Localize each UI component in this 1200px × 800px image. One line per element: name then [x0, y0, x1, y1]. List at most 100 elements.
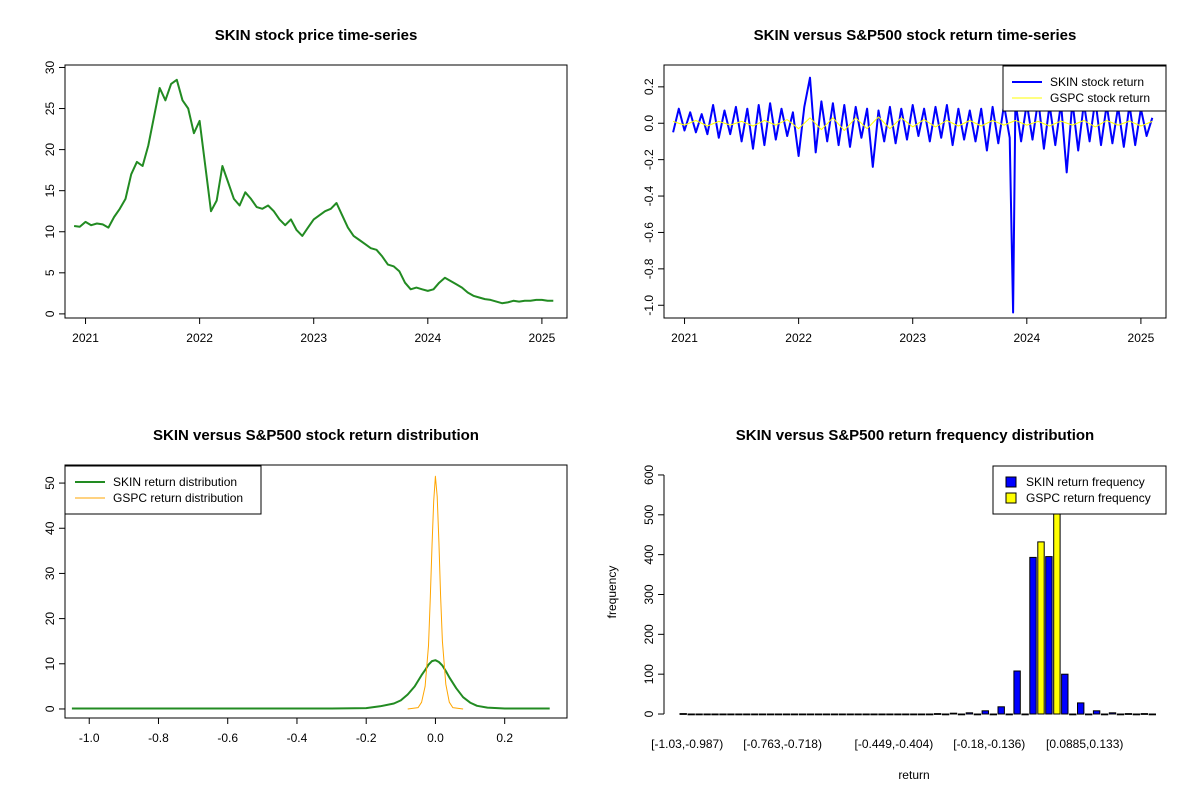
density-legend-label-gspc: GSPC return distribution [113, 491, 243, 505]
y-tick-label: 300 [642, 584, 656, 604]
gspc-frequency-bar [687, 713, 695, 716]
x-tick-label: 2021 [671, 331, 698, 345]
density-legend: SKIN return distribution GSPC return dis… [64, 465, 262, 515]
skin-frequency-bar [774, 713, 783, 716]
y-tick-label: 30 [43, 60, 57, 74]
y-tick-label: 10 [43, 225, 57, 239]
returns-x-axis: 2021 2022 2023 2024 2025 [671, 317, 1155, 345]
histogram-y-axis-label: frequency [605, 566, 619, 619]
skin-frequency-bar [790, 713, 799, 716]
price-chart-panel: SKIN stock price time-series 2021 2022 202… [43, 27, 568, 345]
y-tick-label: -0.8 [642, 258, 656, 279]
skin-frequency-bar [806, 713, 815, 716]
skin-frequency-bar [965, 712, 974, 715]
x-tick-label: 2023 [300, 331, 327, 345]
skin-frequency-bar [1061, 673, 1069, 715]
gspc-frequency-bar [782, 713, 791, 716]
density-y-axis: 0 10 20 30 40 50 [43, 476, 66, 712]
returns-series-group [672, 76, 1154, 314]
x-tick-label: 0.2 [496, 731, 513, 745]
x-tick-label: -1.0 [79, 731, 100, 745]
gspc-frequency-bar [767, 713, 775, 716]
gspc-frequency-bar [1037, 541, 1045, 715]
skin-frequency-bar [822, 713, 830, 716]
skin-frequency-bar [918, 713, 926, 716]
x-tick-label: 2024 [1013, 331, 1040, 345]
y-tick-label: 20 [43, 143, 57, 157]
x-tick-label: 2021 [72, 331, 99, 345]
y-tick-label: 0 [642, 710, 656, 717]
y-tick-label: 0 [43, 705, 57, 712]
skin-frequency-bar [711, 713, 719, 716]
gspc-frequency-bar [910, 713, 918, 716]
y-tick-label: -1.0 [642, 295, 656, 316]
y-tick-label: 500 [642, 504, 656, 524]
skin-frequency-bar [997, 706, 1005, 715]
histogram-bars-group [679, 468, 1156, 716]
skin-frequency-bar [854, 713, 862, 716]
gspc-frequency-bar [1148, 713, 1156, 716]
x-category-label: [-0.763,-0.718) [743, 737, 822, 751]
histogram-chart-panel: SKIN versus S&P500 return frequency dist… [605, 427, 1167, 782]
gspc-frequency-bar [878, 713, 886, 716]
histogram-x-axis: [-1.03,-0.987) [-0.763,-0.718) [-0.449,-0.… [651, 737, 1123, 751]
x-tick-label: 2022 [785, 331, 812, 345]
gspc-frequency-bar [846, 713, 854, 716]
histogram-y-axis: 0 100 200 300 400 500 600 [642, 465, 665, 717]
y-tick-label: 30 [43, 566, 57, 580]
histogram-chart-title: SKIN versus S&P500 return frequency dist… [736, 427, 1094, 444]
skin-frequency-bar [981, 710, 989, 715]
gspc-frequency-bar [1132, 713, 1141, 716]
y-tick-label: -0.2 [642, 149, 656, 170]
skin-frequency-bar [1013, 670, 1021, 715]
gspc-frequency-bar [1069, 713, 1077, 716]
gspc-frequency-bar [1100, 713, 1109, 716]
gspc-frequency-bar [735, 713, 743, 716]
histogram-legend: SKIN return frequency GSPC return freque… [992, 465, 1167, 515]
gspc-frequency-bar [862, 713, 870, 716]
gspc-frequency-bar [830, 713, 838, 716]
gspc-density-curve [407, 475, 464, 710]
y-tick-label: 15 [43, 184, 57, 198]
x-category-label: [0.0885,0.133) [1046, 737, 1123, 751]
skin-frequency-bar [1140, 713, 1148, 715]
skin-frequency-bar [743, 713, 751, 716]
y-tick-label: 400 [642, 544, 656, 564]
density-chart-title: SKIN versus S&P500 stock return distribu… [153, 427, 479, 444]
price-x-axis: 2021 2022 2023 2024 2025 [72, 317, 556, 345]
returns-legend-box [1002, 65, 1167, 112]
x-tick-label: 2023 [899, 331, 926, 345]
gspc-frequency-bar [1005, 713, 1013, 716]
skin-frequency-bar [727, 713, 735, 716]
gspc-frequency-bar [751, 713, 759, 716]
gspc-return-series-line [672, 116, 1153, 131]
skin-frequency-bar [1029, 556, 1037, 715]
x-tick-label: 2022 [186, 331, 213, 345]
gspc-frequency-bar [894, 713, 902, 716]
skin-frequency-bar [679, 713, 687, 715]
x-tick-label: 2024 [414, 331, 441, 345]
x-category-label: [-0.449,-0.404) [855, 737, 934, 751]
gspc-frequency-bar [814, 713, 823, 716]
skin-frequency-bar [1124, 713, 1133, 715]
x-tick-label: -0.4 [287, 731, 308, 745]
returns-legend-label-skin: SKIN stock return [1050, 75, 1144, 89]
y-tick-label: 5 [43, 269, 57, 276]
skin-frequency-bar [838, 713, 846, 716]
gspc-frequency-bar [926, 713, 934, 716]
x-tick-label: -0.6 [217, 731, 238, 745]
density-x-axis: -1.0 -0.8 -0.6 -0.4 -0.2 0.0 0.2 [79, 717, 513, 745]
returns-legend-label-gspc: GSPC stock return [1050, 91, 1150, 105]
density-chart-panel: SKIN versus S&P500 stock return distribu… [43, 427, 568, 745]
y-tick-label: -0.6 [642, 222, 656, 243]
returns-y-axis: -1.0 -0.8 -0.6 -0.4 -0.2 0.0 0.2 [642, 78, 665, 316]
y-tick-label: 600 [642, 465, 656, 485]
skin-frequency-bar [1045, 556, 1053, 715]
y-tick-label: 0 [43, 310, 57, 317]
x-tick-label: -0.2 [356, 731, 377, 745]
gspc-frequency-bar [719, 713, 727, 716]
x-category-label: [-0.18,-0.136) [953, 737, 1025, 751]
histogram-x-axis-label: return [898, 768, 929, 782]
skin-frequency-bar [1108, 712, 1117, 715]
